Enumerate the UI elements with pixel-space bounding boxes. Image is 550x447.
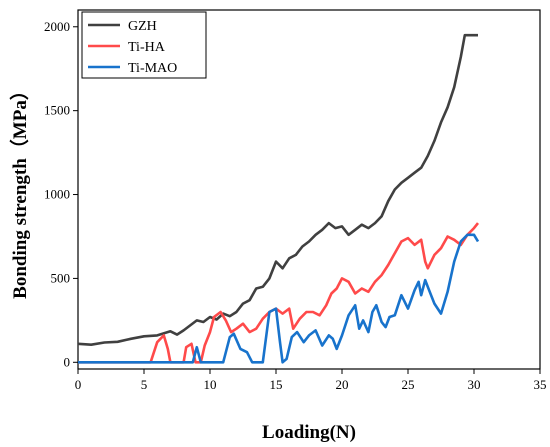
- series-line-gzh: [77, 33, 478, 346]
- x-tick-label: 5: [141, 377, 148, 392]
- legend: GZH Ti-HA Ti-MAO: [81, 11, 207, 79]
- y-tick-label: 1500: [44, 103, 70, 118]
- x-tick-label: 15: [270, 377, 283, 392]
- legend-items: GZH Ti-HA Ti-MAO: [88, 19, 177, 76]
- x-tick-label: 25: [402, 377, 415, 392]
- tick-layer: 0 5 10 15 20 25 30 35 0 500 1000 1500 2000: [44, 19, 547, 392]
- legend-label-ti-mao: Ti-MAO: [128, 61, 177, 76]
- series-layer: [77, 33, 480, 364]
- legend-label-ti-ha: Ti-HA: [128, 40, 166, 55]
- y-tick-label: 500: [51, 270, 71, 285]
- x-tick-label: 10: [204, 377, 217, 392]
- legend-label-gzh: GZH: [128, 19, 157, 34]
- y-tick-label: 1000: [44, 187, 70, 202]
- y-axis-title: Bonding strength（MPa）: [8, 81, 31, 299]
- x-tick-label: 0: [75, 377, 82, 392]
- plot-frame: [77, 9, 541, 370]
- series-line-ti-ha: [78, 222, 480, 364]
- x-tick-label: 35: [534, 377, 547, 392]
- x-tick-label: 30: [468, 377, 481, 392]
- y-tick-label: 2000: [44, 19, 70, 34]
- series-line-ti-mao: [78, 233, 480, 364]
- x-tick-label: 20: [336, 377, 349, 392]
- x-axis-title: Loading(N): [262, 422, 356, 443]
- y-tick-label: 0: [64, 354, 71, 369]
